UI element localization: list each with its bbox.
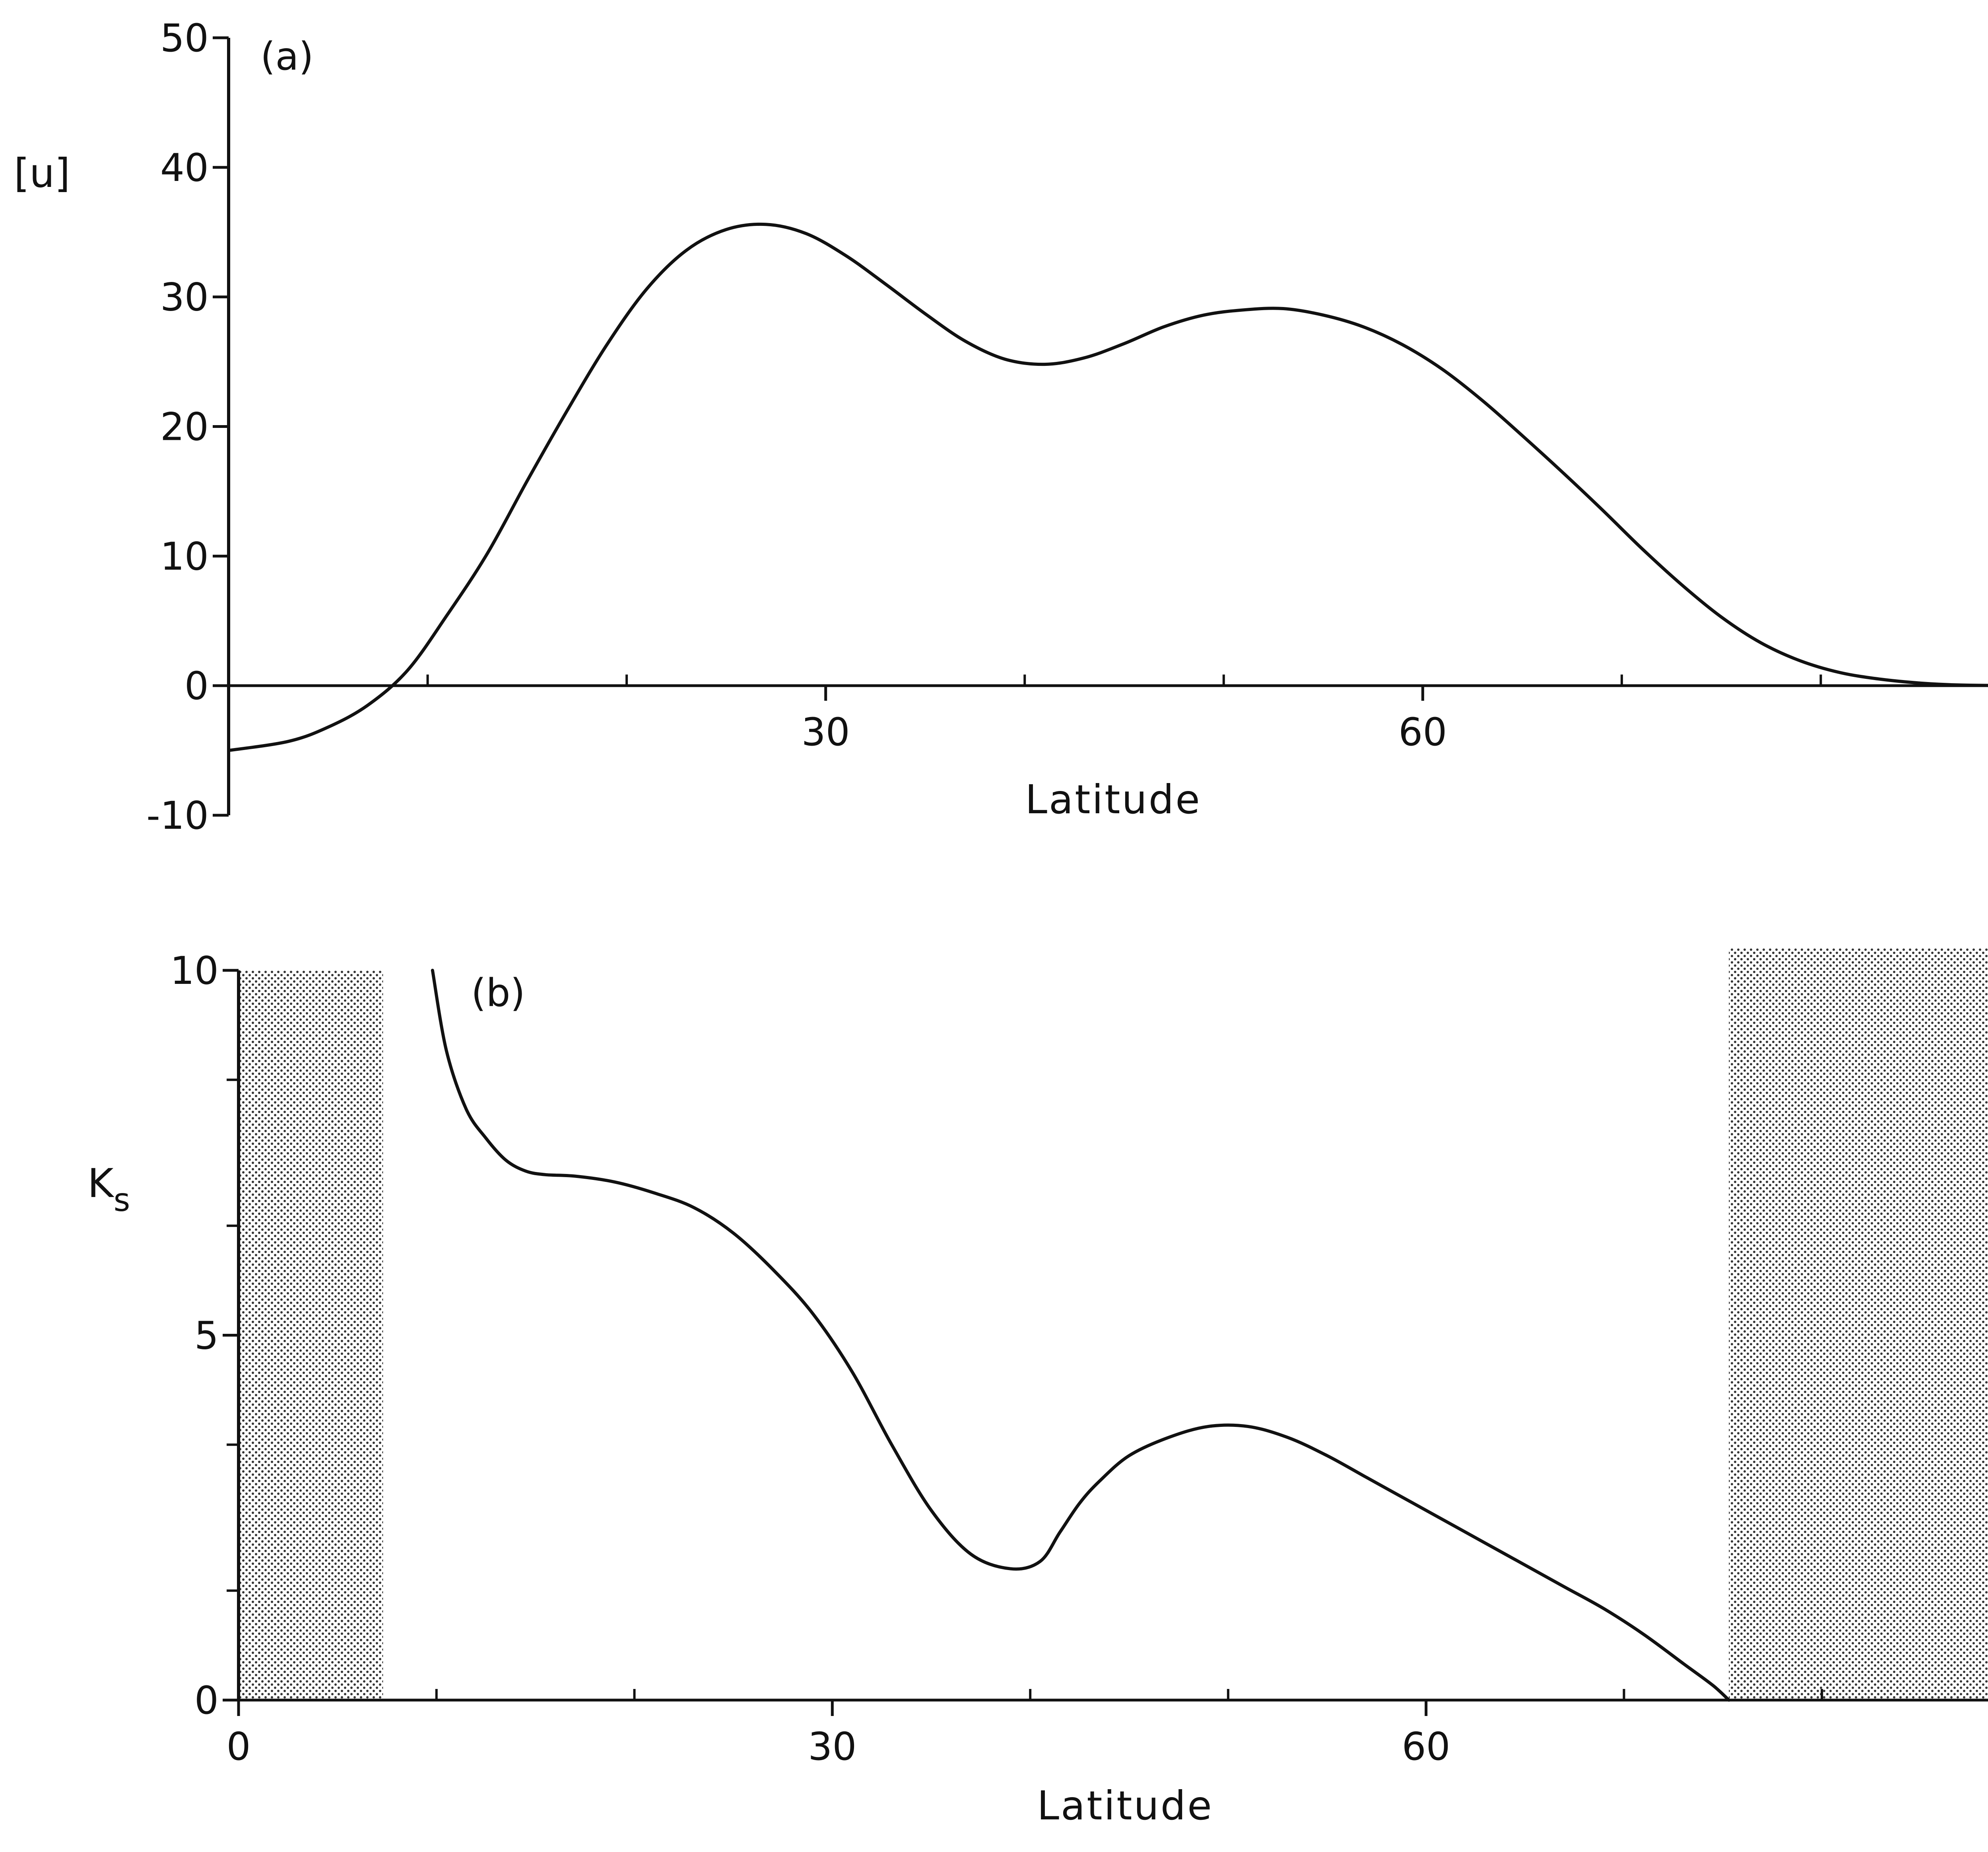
panel-a-y-tick-label: 0 — [184, 664, 209, 708]
panel-a-ticks: -1001020304050306090 — [146, 16, 1822, 838]
panel-b-series — [431, 969, 1731, 1702]
panel-a-y-tick-label: 30 — [160, 275, 209, 320]
panel-b-shading — [239, 948, 1988, 1700]
panel-a-texts: (a) [u] Latitude — [14, 34, 1202, 823]
panel-b-ticks: 05100306090 — [170, 948, 1823, 1769]
panel-a-y-tick-label: 10 — [160, 534, 209, 579]
panel-b-x-tick-label: 30 — [808, 1724, 856, 1769]
panel-b-series-line — [431, 969, 1731, 1702]
panel-b-y-tick-label: 5 — [194, 1314, 219, 1358]
panel-a-ylabel: [u] — [14, 150, 70, 196]
panel-b-y-tick-label: 10 — [170, 948, 219, 993]
panel-b: 05100306090 (b) Ks Latitude — [87, 948, 1988, 1829]
panel-a-xlabel: Latitude — [1025, 776, 1202, 823]
panel-b-label: (b) — [471, 971, 525, 1015]
panel-a-y-tick-label: 20 — [160, 405, 209, 449]
panel-b-y-tick-label: 0 — [194, 1678, 219, 1723]
panel-a-series — [227, 222, 1988, 752]
panel-b-ylabel-main: K — [87, 1160, 115, 1207]
panel-a-y-tick-label: -10 — [146, 793, 209, 838]
panel-b-axes — [237, 970, 1988, 1702]
panel-b-ylabel: Ks — [87, 1160, 130, 1218]
panel-a-y-tick-label: 50 — [160, 16, 209, 60]
panel-b-ylabel-subscript: s — [114, 1182, 130, 1218]
panel-b-xlabel: Latitude — [1037, 1782, 1213, 1829]
panel-b-x-tick-label: 60 — [1402, 1724, 1450, 1769]
panel-a-x-tick-label: 30 — [802, 710, 850, 754]
panel-a-label: (a) — [260, 34, 314, 79]
panel-a-series-line — [227, 222, 1988, 752]
panel-b-shaded-region — [239, 970, 383, 1700]
panel-b-texts: (b) Ks Latitude — [87, 971, 1213, 1829]
panel-b-x-tick-label: 0 — [226, 1724, 250, 1769]
panel-a: -1001020304050306090 (a) [u] Latitude — [14, 16, 1988, 838]
panel-b-shaded-region — [1729, 948, 1988, 1700]
panel-a-axes — [227, 38, 1988, 815]
panel-a-y-tick-label: 40 — [160, 146, 209, 190]
panel-a-x-tick-label: 60 — [1398, 710, 1447, 754]
